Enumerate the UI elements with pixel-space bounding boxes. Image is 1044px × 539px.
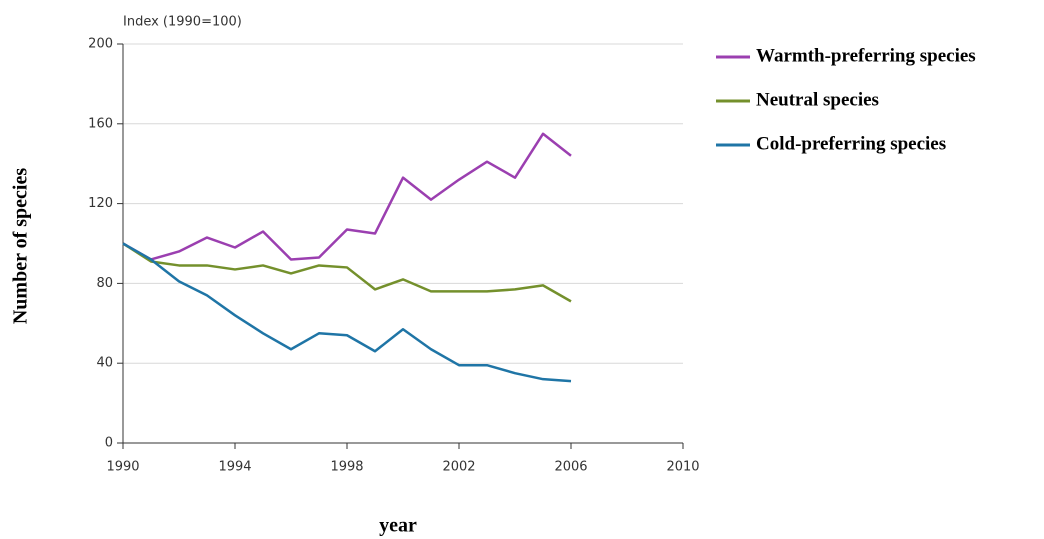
x-axis-label: year [379,515,417,537]
x-tick-label: 2002 [442,460,475,475]
y-axis-label: Number of species [10,168,32,324]
y-tick-label: 40 [96,356,113,371]
legend-label: Neutral species [756,89,879,110]
series-line [122,242,572,383]
x-tick-label: 2006 [554,460,587,475]
axis-annotation: Index (1990=100) [123,15,242,30]
y-tick-label: 80 [96,276,113,291]
x-tick-label: 1994 [218,460,251,475]
legend-label: Warmth-preferring species [756,45,976,66]
x-tick-label: 1990 [106,460,139,475]
y-tick-label: 160 [88,116,113,131]
y-tick-label: 120 [88,196,113,211]
series-line [122,242,572,303]
legend-label: Cold-preferring species [756,133,946,154]
x-tick-label: 2010 [666,460,699,475]
y-tick-label: 0 [105,436,113,451]
series-line [122,132,572,261]
y-tick-label: 200 [88,37,113,52]
x-tick-label: 1998 [330,460,363,475]
